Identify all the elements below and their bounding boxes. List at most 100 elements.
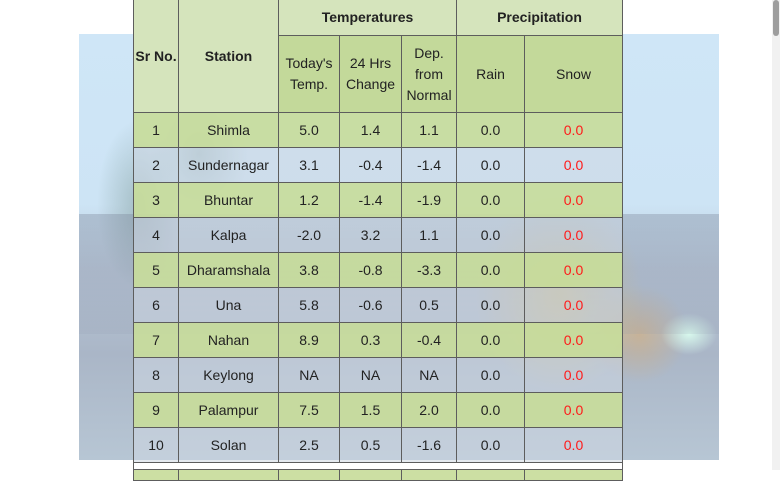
cell-temp: NA — [278, 357, 340, 393]
header-snow: Snow — [524, 35, 623, 113]
cell-dep: -1.9 — [401, 182, 457, 218]
table-row: 2 Sundernagar 3.1 -0.4 -1.4 0.0 0.0 — [133, 147, 623, 183]
cell-snow: 0.0 — [524, 182, 623, 218]
cell-sr: 1 — [133, 112, 179, 148]
spacer-cell — [133, 462, 623, 470]
header-temperatures: Temperatures — [278, 0, 457, 36]
cell-temp: 5.8 — [278, 287, 340, 323]
cell-station: Nahan — [178, 322, 279, 358]
table-spacer — [133, 462, 623, 470]
cell-sr: 5 — [133, 252, 179, 288]
cell-snow: 0.0 — [524, 112, 623, 148]
cell-temp: -2.0 — [278, 217, 340, 253]
cell-temp: 2.5 — [278, 427, 340, 463]
cell-station: Keylong — [178, 357, 279, 393]
cell-partial — [524, 469, 623, 481]
cell-rain: 0.0 — [456, 112, 525, 148]
cell-sr: 9 — [133, 392, 179, 428]
header-todays-temp: Today's Temp. — [278, 35, 340, 113]
header-precipitation: Precipitation — [456, 0, 623, 36]
cell-change: -1.4 — [339, 182, 402, 218]
header-dep-from-normal: Dep. from Normal — [401, 35, 457, 113]
scrollbar-thumb[interactable] — [773, 0, 779, 36]
cell-snow: 0.0 — [524, 392, 623, 428]
cell-temp: 3.8 — [278, 252, 340, 288]
cell-sr: 3 — [133, 182, 179, 218]
cell-dep: -0.4 — [401, 322, 457, 358]
cell-dep: 2.0 — [401, 392, 457, 428]
table-row: 10 Solan 2.5 0.5 -1.6 0.0 0.0 — [133, 427, 623, 463]
cell-partial — [178, 469, 279, 481]
cell-temp: 7.5 — [278, 392, 340, 428]
cell-change: -0.4 — [339, 147, 402, 183]
table-row-partial — [133, 469, 623, 481]
cell-change: 1.4 — [339, 112, 402, 148]
cell-change: -0.6 — [339, 287, 402, 323]
cell-temp: 5.0 — [278, 112, 340, 148]
cell-partial — [133, 469, 179, 481]
cell-station: Bhuntar — [178, 182, 279, 218]
cell-temp: 1.2 — [278, 182, 340, 218]
cell-rain: 0.0 — [456, 252, 525, 288]
cell-rain: 0.0 — [456, 392, 525, 428]
cell-dep: -3.3 — [401, 252, 457, 288]
cell-change: 0.5 — [339, 427, 402, 463]
cell-snow: 0.0 — [524, 147, 623, 183]
cell-temp: 3.1 — [278, 147, 340, 183]
cell-partial — [456, 469, 525, 481]
table-row: 8 Keylong NA NA NA 0.0 0.0 — [133, 357, 623, 393]
cell-station: Shimla — [178, 112, 279, 148]
table-row: 7 Nahan 8.9 0.3 -0.4 0.0 0.0 — [133, 322, 623, 358]
header-24hrs-change: 24 Hrs Change — [339, 35, 402, 113]
cell-station: Kalpa — [178, 217, 279, 253]
table-row: 6 Una 5.8 -0.6 0.5 0.0 0.0 — [133, 287, 623, 323]
table-row: 4 Kalpa -2.0 3.2 1.1 0.0 0.0 — [133, 217, 623, 253]
cell-sr: 4 — [133, 217, 179, 253]
cell-station: Sundernagar — [178, 147, 279, 183]
cell-rain: 0.0 — [456, 322, 525, 358]
cell-sr: 7 — [133, 322, 179, 358]
cell-change: 1.5 — [339, 392, 402, 428]
cell-partial — [339, 469, 402, 481]
cell-dep: NA — [401, 357, 457, 393]
cell-rain: 0.0 — [456, 217, 525, 253]
cell-station: Palampur — [178, 392, 279, 428]
cell-snow: 0.0 — [524, 322, 623, 358]
cell-change: 3.2 — [339, 217, 402, 253]
cell-rain: 0.0 — [456, 357, 525, 393]
cell-sr: 8 — [133, 357, 179, 393]
table-row: 9 Palampur 7.5 1.5 2.0 0.0 0.0 — [133, 392, 623, 428]
cell-snow: 0.0 — [524, 427, 623, 463]
cell-sr: 6 — [133, 287, 179, 323]
cell-partial — [278, 469, 340, 481]
cell-dep: 1.1 — [401, 112, 457, 148]
header-sr-no: Sr No. — [133, 0, 179, 113]
cell-station: Una — [178, 287, 279, 323]
cell-dep: -1.6 — [401, 427, 457, 463]
cell-rain: 0.0 — [456, 182, 525, 218]
cell-station: Solan — [178, 427, 279, 463]
header-station: Station — [178, 0, 279, 113]
table-row: 3 Bhuntar 1.2 -1.4 -1.9 0.0 0.0 — [133, 182, 623, 218]
weather-table: Sr No. Station Temperatures Precipitatio… — [133, 0, 623, 481]
cell-rain: 0.0 — [456, 147, 525, 183]
vertical-scrollbar[interactable] — [772, 0, 780, 470]
cell-snow: 0.0 — [524, 357, 623, 393]
cell-snow: 0.0 — [524, 217, 623, 253]
cell-station: Dharamshala — [178, 252, 279, 288]
cell-partial — [401, 469, 457, 481]
cell-rain: 0.0 — [456, 427, 525, 463]
cell-sr: 2 — [133, 147, 179, 183]
cell-rain: 0.0 — [456, 287, 525, 323]
header-rain: Rain — [456, 35, 525, 113]
cell-sr: 10 — [133, 427, 179, 463]
cell-dep: 1.1 — [401, 217, 457, 253]
cell-change: -0.8 — [339, 252, 402, 288]
cell-snow: 0.0 — [524, 287, 623, 323]
cell-temp: 8.9 — [278, 322, 340, 358]
table-row: 1 Shimla 5.0 1.4 1.1 0.0 0.0 — [133, 112, 623, 148]
table-row: 5 Dharamshala 3.8 -0.8 -3.3 0.0 0.0 — [133, 252, 623, 288]
cell-change: NA — [339, 357, 402, 393]
cell-dep: 0.5 — [401, 287, 457, 323]
cell-snow: 0.0 — [524, 252, 623, 288]
